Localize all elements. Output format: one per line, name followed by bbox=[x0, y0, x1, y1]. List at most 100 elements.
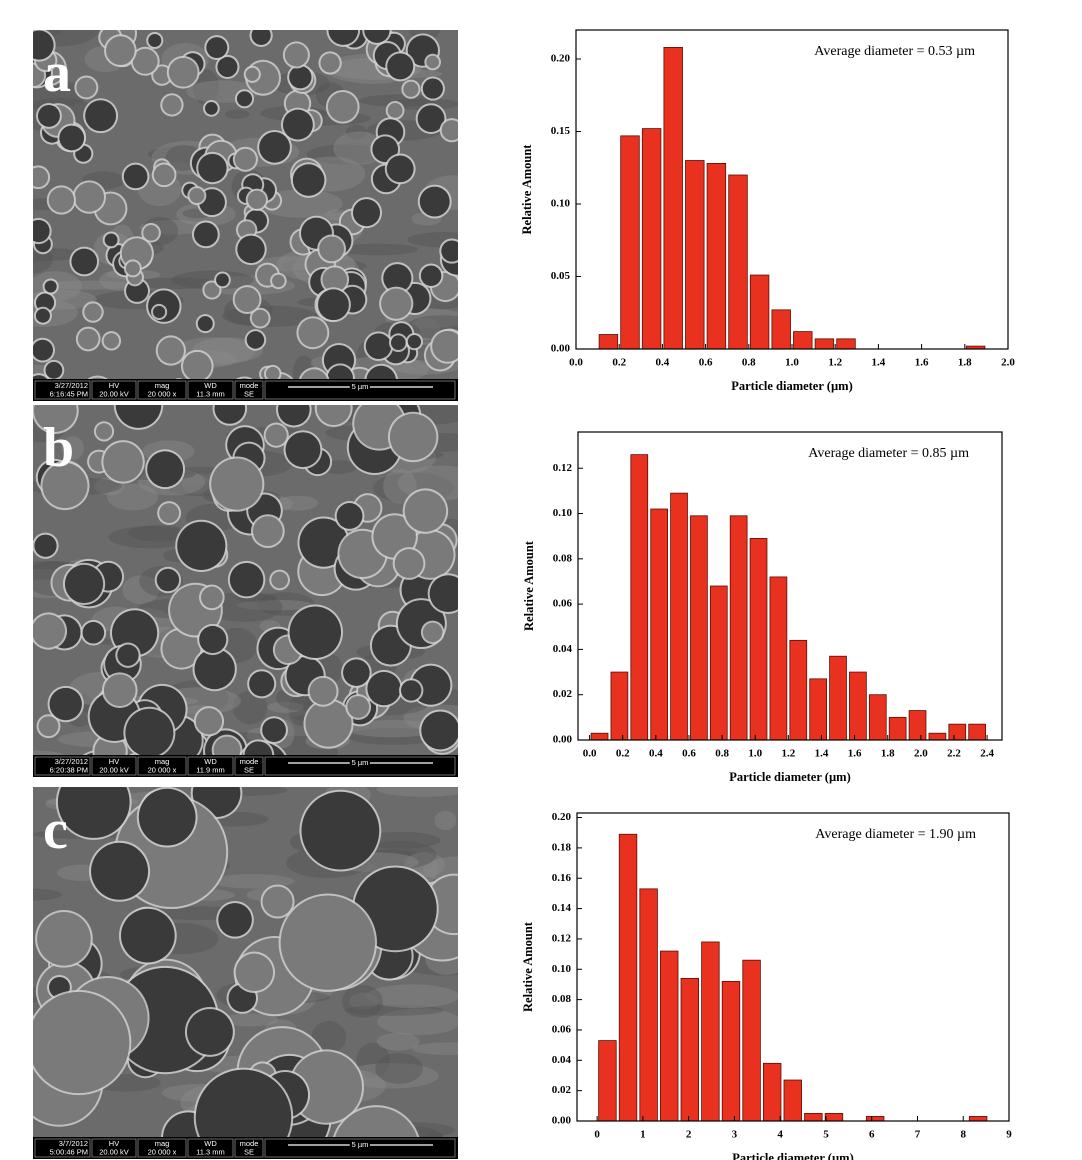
y-tick-label: 0.10 bbox=[553, 507, 573, 519]
bar bbox=[721, 981, 741, 1122]
y-tick-label: 0.00 bbox=[551, 343, 571, 355]
sem-particle bbox=[389, 413, 437, 461]
x-tick-label: 1.4 bbox=[815, 748, 829, 760]
bar bbox=[968, 723, 986, 741]
bar bbox=[749, 538, 768, 741]
sem-particle bbox=[373, 515, 416, 558]
sem-particle bbox=[103, 674, 136, 707]
info-bar bbox=[33, 1137, 458, 1159]
sem-particle bbox=[387, 103, 403, 118]
y-tick-label: 0.04 bbox=[552, 1054, 572, 1066]
bar bbox=[742, 959, 761, 1122]
sem-particle bbox=[159, 503, 180, 524]
y-tick-label: 0.10 bbox=[552, 963, 572, 975]
sem-particle bbox=[104, 233, 118, 247]
annotation: Average diameter = 0.85 µm bbox=[808, 446, 969, 461]
sem-particle bbox=[195, 1069, 292, 1159]
x-tick-label: 0.8 bbox=[715, 748, 729, 760]
info-value: 20 000 x bbox=[148, 389, 177, 398]
sem-particle bbox=[417, 105, 445, 132]
sem-ridge bbox=[376, 787, 458, 797]
sem-ridge bbox=[362, 840, 437, 869]
sem-particle bbox=[33, 30, 54, 60]
bar bbox=[728, 174, 748, 350]
sem-particle bbox=[177, 521, 226, 570]
sem-ridge bbox=[376, 1008, 458, 1036]
bar bbox=[809, 678, 827, 741]
sem-particle bbox=[125, 261, 140, 276]
bar bbox=[769, 576, 788, 741]
sem-particle bbox=[364, 30, 390, 43]
sem-ridge bbox=[205, 591, 283, 622]
sem-particle bbox=[299, 518, 348, 567]
x-tick-label: 0.4 bbox=[649, 748, 663, 760]
bar bbox=[630, 454, 649, 741]
bar bbox=[701, 941, 720, 1122]
x-tick-label: 2 bbox=[686, 1129, 692, 1141]
sem-particle bbox=[120, 908, 175, 963]
sem-ridge bbox=[347, 727, 439, 745]
sem-particle bbox=[252, 516, 283, 547]
sem-particle bbox=[162, 95, 182, 115]
sem-particle bbox=[64, 564, 104, 604]
bar bbox=[598, 334, 619, 350]
sem-particle bbox=[320, 53, 340, 73]
info-header: mode bbox=[240, 381, 259, 390]
sem-particle bbox=[441, 240, 458, 262]
y-axis-label: Relative Amount bbox=[521, 921, 535, 1012]
y-tick-label: 0.06 bbox=[552, 1023, 572, 1035]
bar bbox=[849, 671, 867, 741]
x-tick-label: 1.8 bbox=[958, 357, 972, 369]
sem-particle bbox=[143, 225, 159, 241]
x-tick-label: 0.4 bbox=[656, 357, 670, 369]
x-tick-label: 4 bbox=[777, 1129, 783, 1141]
info-header: HV bbox=[109, 1139, 119, 1148]
info-cell bbox=[91, 380, 137, 400]
sem-particle bbox=[157, 337, 184, 364]
sem-particle bbox=[197, 316, 213, 332]
sem-particle bbox=[328, 30, 359, 45]
sem-particle bbox=[35, 308, 50, 323]
sem-particle bbox=[352, 199, 381, 227]
sem-particle bbox=[403, 81, 419, 97]
info-value: 6:20:38 PM bbox=[50, 765, 88, 774]
sem-particle bbox=[292, 164, 325, 196]
info-header: mag bbox=[155, 757, 170, 766]
y-tick-label: 0.20 bbox=[551, 53, 571, 65]
sem-particle bbox=[383, 264, 412, 293]
plot-frame bbox=[575, 29, 1009, 350]
sem-ridge bbox=[345, 719, 440, 738]
sem-particle bbox=[168, 57, 198, 87]
info-value: 3/7/2012 bbox=[59, 1139, 88, 1148]
sem-particle bbox=[195, 708, 223, 735]
y-tick-label: 0.10 bbox=[551, 198, 571, 210]
sem-particle bbox=[429, 575, 458, 613]
y-axis-label: Relative Amount bbox=[520, 144, 534, 235]
x-tick-label: 2.4 bbox=[980, 748, 994, 760]
y-axis-label: Relative Amount bbox=[522, 540, 536, 631]
sem-ridge bbox=[192, 69, 220, 105]
x-tick-label: 9 bbox=[1006, 1129, 1012, 1141]
sem-particle bbox=[367, 671, 401, 706]
sem-particle bbox=[298, 318, 328, 348]
bar bbox=[706, 162, 727, 350]
sem-ridge bbox=[232, 691, 268, 725]
sem-particle bbox=[59, 125, 85, 151]
sem-particle bbox=[199, 625, 227, 654]
y-tick-label: 0.12 bbox=[552, 932, 572, 944]
info-cell bbox=[137, 380, 187, 400]
sem-ridge bbox=[376, 1032, 420, 1051]
scale-label: 5 µm bbox=[352, 758, 369, 767]
x-tick-label: 6 bbox=[869, 1129, 875, 1141]
sem-particle bbox=[33, 405, 77, 432]
sem-particle bbox=[48, 187, 75, 213]
info-value: 11.3 mm bbox=[196, 1147, 225, 1156]
sem-particle bbox=[441, 120, 458, 141]
sem-particle bbox=[336, 503, 363, 529]
info-value: 11.3 mm bbox=[196, 389, 225, 398]
sem-ridge bbox=[33, 888, 62, 901]
sem-particle bbox=[204, 282, 220, 298]
x-tick-label: 1.6 bbox=[848, 748, 862, 760]
